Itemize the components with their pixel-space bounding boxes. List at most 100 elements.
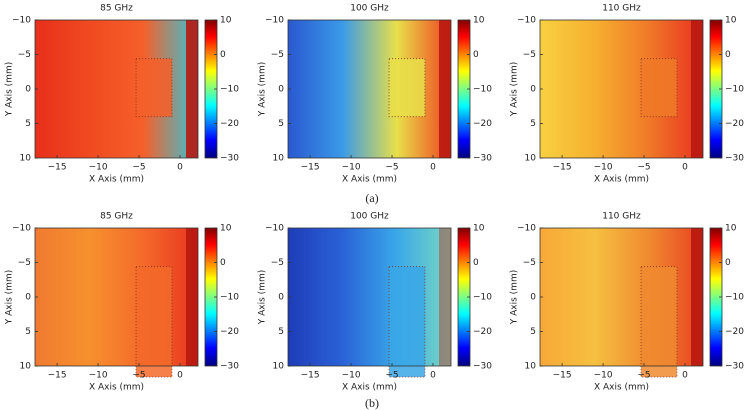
y-tick-label: 5: [530, 119, 536, 129]
y-axis-label: Y Axis (mm): [510, 62, 520, 117]
field-map: [540, 20, 703, 158]
colorbar-tick-label: −10: [473, 293, 492, 303]
colorbar-tick-label: −10: [725, 293, 744, 303]
colorbar-tick-label: −20: [220, 327, 239, 337]
y-tick-label: 10: [20, 362, 32, 372]
x-tick-label: 0: [682, 371, 688, 381]
colorbar-tick-label: −10: [725, 85, 744, 95]
y-tick-label: 10: [273, 362, 285, 372]
x-axis-label: X Axis (mm): [89, 175, 144, 185]
x-tick-label: −15: [553, 371, 572, 381]
y-tick-label: −10: [12, 16, 31, 26]
panel-title: 85 GHz: [100, 4, 133, 14]
colorbar-tick-label: 0: [725, 50, 731, 60]
x-axis-label: X Axis (mm): [342, 175, 397, 185]
device-region: [640, 58, 678, 118]
edge-strip: [186, 228, 198, 366]
y-tick-label: −10: [12, 224, 31, 234]
x-axis-label: X Axis (mm): [594, 175, 649, 185]
colorbar-tick-label: −20: [220, 119, 239, 129]
y-tick-label: 10: [273, 154, 285, 164]
panel-title: 100 GHz: [350, 212, 389, 222]
colorbar-tick-label: −10: [473, 85, 492, 95]
colorbar-tick-label: 10: [220, 224, 232, 234]
colorbar-tick-label: 0: [725, 258, 731, 268]
panel-title: 110 GHz: [602, 212, 641, 222]
colorbar-tick-label: 10: [725, 16, 737, 26]
colorbar-tick-label: −20: [473, 327, 492, 337]
edge-strip: [691, 20, 703, 158]
edge-strip: [439, 20, 451, 158]
x-tick-label: 0: [177, 371, 183, 381]
y-tick-label: 5: [278, 119, 284, 129]
x-tick-label: −15: [48, 163, 67, 173]
y-tick-label: −5: [523, 50, 536, 60]
x-tick-label: −10: [89, 371, 108, 381]
field-map: [288, 20, 451, 158]
field-map: [35, 228, 198, 366]
colorbar-tick-label: −20: [473, 119, 492, 129]
panel-title: 100 GHz: [350, 4, 389, 14]
y-axis-label: Y Axis (mm): [5, 270, 15, 325]
y-axis-label: Y Axis (mm): [510, 270, 520, 325]
field-map: [35, 20, 198, 158]
x-tick-label: −10: [342, 163, 361, 173]
y-tick-label: −10: [265, 16, 284, 26]
x-tick-label: −5: [637, 163, 650, 173]
y-tick-label: 5: [530, 327, 536, 337]
y-tick-label: −5: [523, 258, 536, 268]
y-tick-label: 10: [20, 154, 32, 164]
colorbar-tick-label: 0: [220, 258, 226, 268]
panel-title: 85 GHz: [100, 212, 133, 222]
colorbar-tick-label: 0: [473, 258, 479, 268]
x-tick-label: 0: [430, 371, 436, 381]
y-tick-label: 0: [278, 293, 284, 303]
device-region: [388, 58, 426, 118]
y-tick-label: −10: [517, 224, 536, 234]
colorbar-tick-label: −20: [725, 327, 744, 337]
field-map: [540, 228, 703, 366]
device-region: [135, 266, 173, 378]
caption: (a): [365, 191, 378, 205]
edge-strip: [439, 228, 451, 366]
y-tick-label: −10: [265, 224, 284, 234]
x-axis-label: X Axis (mm): [89, 383, 144, 393]
colorbar-tick-label: −30: [220, 362, 239, 372]
field-map: [288, 228, 451, 366]
colorbar-tick-label: −30: [220, 154, 239, 164]
colorbar-tick-label: −30: [473, 362, 492, 372]
panel-title: 110 GHz: [602, 4, 641, 14]
x-tick-label: −15: [301, 163, 320, 173]
colorbar-tick-label: −20: [725, 119, 744, 129]
colorbar-tick-label: 10: [473, 224, 485, 234]
x-tick-label: −10: [594, 163, 613, 173]
x-tick-label: 0: [177, 163, 183, 173]
y-tick-label: 5: [25, 119, 31, 129]
y-tick-label: 0: [25, 85, 31, 95]
x-tick-label: −10: [594, 371, 613, 381]
x-tick-label: −15: [301, 371, 320, 381]
y-tick-label: 0: [530, 293, 536, 303]
device-region: [135, 58, 173, 118]
colorbar-tick-label: −10: [220, 85, 239, 95]
x-tick-label: −10: [89, 163, 108, 173]
x-tick-label: −15: [48, 371, 67, 381]
colorbar-tick-label: 0: [220, 50, 226, 60]
colorbar-tick-label: −30: [725, 362, 744, 372]
x-tick-label: −5: [637, 371, 650, 381]
y-tick-label: −10: [517, 16, 536, 26]
y-tick-label: −5: [271, 258, 284, 268]
x-axis-label: X Axis (mm): [594, 383, 649, 393]
x-tick-label: 0: [682, 163, 688, 173]
x-tick-label: −5: [132, 163, 145, 173]
y-tick-label: −5: [18, 50, 31, 60]
colorbar-tick-label: 10: [725, 224, 737, 234]
y-tick-label: 10: [525, 362, 537, 372]
y-tick-label: 0: [25, 293, 31, 303]
y-tick-label: 5: [25, 327, 31, 337]
colorbar-tick-label: 10: [220, 16, 232, 26]
x-tick-label: −15: [553, 163, 572, 173]
colorbar-tick-label: −30: [473, 154, 492, 164]
edge-strip: [691, 228, 703, 366]
